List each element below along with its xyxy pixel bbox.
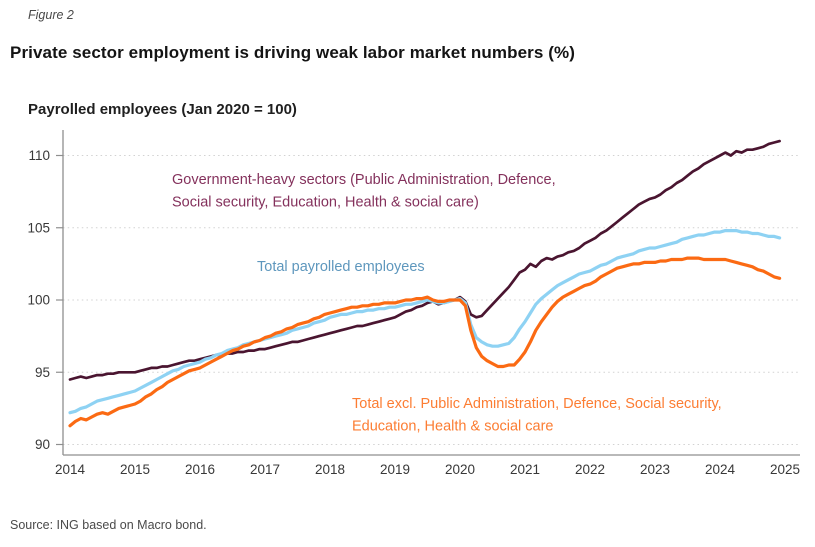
y-axis-tick-label: 110 bbox=[28, 148, 50, 163]
x-axis-tick-label: 2022 bbox=[575, 462, 605, 477]
chart-title: Payrolled employees (Jan 2020 = 100) bbox=[28, 101, 297, 118]
y-axis-tick-label: 100 bbox=[27, 293, 50, 308]
x-axis-tick-label: 2023 bbox=[640, 462, 670, 477]
x-axis-tick-label: 2020 bbox=[445, 462, 475, 477]
x-axis-tick-label: 2025 bbox=[770, 462, 800, 477]
x-axis-tick-label: 2021 bbox=[510, 462, 540, 477]
series-label-government: Government-heavy sectors (Public Adminis… bbox=[172, 172, 556, 188]
x-axis-tick-label: 2017 bbox=[250, 462, 280, 477]
series-label-total: Total payrolled employees bbox=[257, 259, 425, 275]
series-line-government bbox=[68, 139, 781, 381]
x-axis-tick-label: 2014 bbox=[55, 462, 86, 477]
x-axis-tick-label: 2016 bbox=[185, 462, 215, 477]
y-axis-tick-label: 105 bbox=[27, 220, 50, 235]
series-line-total_excl bbox=[68, 256, 782, 428]
series-label-total_excl: Education, Health & social care bbox=[352, 419, 554, 435]
x-axis-tick-label: 2015 bbox=[120, 462, 150, 477]
series-line-total bbox=[68, 229, 782, 415]
x-axis-tick-label: 2019 bbox=[380, 462, 410, 477]
y-axis-tick-label: 90 bbox=[35, 437, 50, 452]
x-axis-tick-label: 2018 bbox=[315, 462, 345, 477]
figure-label: Figure 2 bbox=[28, 8, 74, 22]
source-text: Source: ING based on Macro bond. bbox=[10, 518, 207, 532]
series-label-government: Social security, Education, Health & soc… bbox=[172, 195, 479, 211]
x-axis-tick-label: 2024 bbox=[705, 462, 736, 477]
series-label-total_excl: Total excl. Public Administration, Defen… bbox=[352, 396, 722, 412]
page-title: Private sector employment is driving wea… bbox=[10, 43, 575, 62]
y-axis-tick-label: 95 bbox=[35, 365, 50, 380]
